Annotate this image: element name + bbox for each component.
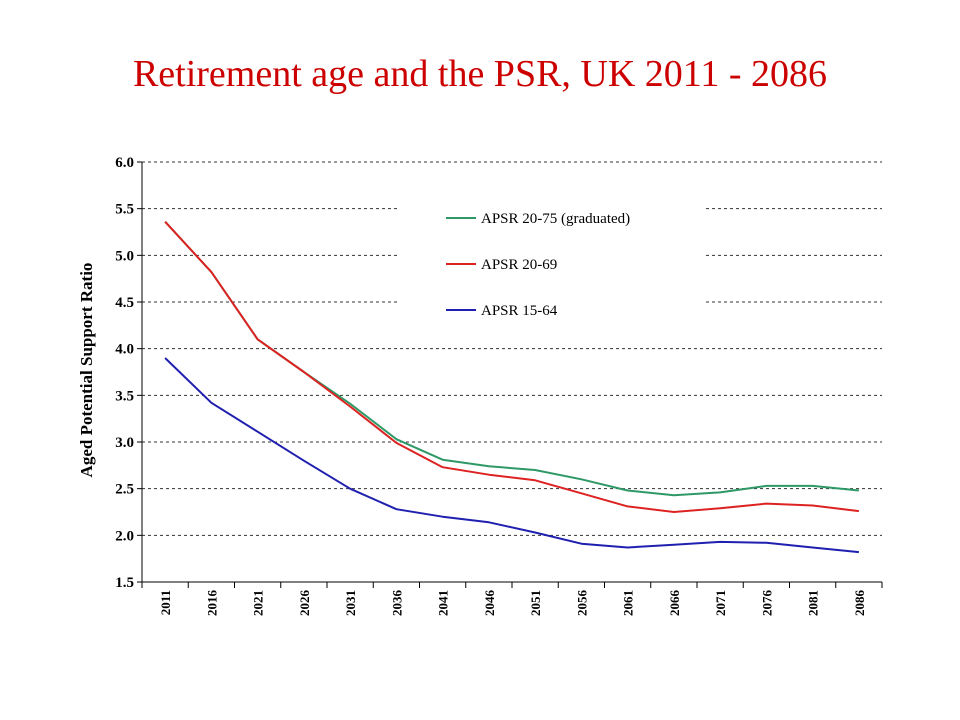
y-tick-label: 4.5 bbox=[115, 295, 134, 311]
legend-box bbox=[398, 196, 706, 320]
x-tick-label: 2056 bbox=[574, 590, 589, 617]
y-tick-label: 4.0 bbox=[115, 342, 134, 358]
y-tick-label: 5.0 bbox=[115, 248, 134, 264]
x-tick-label: 2046 bbox=[482, 590, 497, 617]
y-tick-label: 3.5 bbox=[115, 388, 134, 404]
x-tick-label: 2086 bbox=[852, 590, 867, 617]
x-tick-label: 2021 bbox=[251, 590, 266, 616]
x-tick-label: 2041 bbox=[436, 590, 451, 616]
tick-labels: 6.0 5.5 5.0 4.5 4.0 3.5 3.0 2.5 2.0 1.5 2011 2016 20… bbox=[115, 155, 867, 616]
slide-title: Retirement age and the PSR, UK 2011 - 20… bbox=[132, 53, 828, 95]
series-lines bbox=[164, 221, 860, 554]
x-tick-label: 2016 bbox=[204, 590, 219, 617]
legend-label: APSR 15-64 bbox=[481, 303, 558, 319]
x-tick-label: 2076 bbox=[759, 590, 774, 617]
series-line bbox=[164, 221, 860, 513]
x-tick-label: 2031 bbox=[343, 590, 358, 616]
x-tick-label: 2081 bbox=[806, 590, 821, 616]
x-tick-label: 2036 bbox=[389, 590, 404, 617]
y-tick-label: 3.0 bbox=[115, 435, 134, 451]
axes bbox=[137, 161, 883, 588]
legend-label: APSR 20-69 bbox=[481, 257, 557, 273]
y-tick-label: 1.5 bbox=[115, 575, 134, 591]
x-tick-label: 2061 bbox=[621, 590, 636, 616]
y-tick-label: 5.5 bbox=[115, 202, 134, 218]
x-tick-label: 2011 bbox=[158, 590, 173, 615]
y-tick-label: 6.0 bbox=[115, 155, 134, 171]
x-tick-label: 2071 bbox=[713, 590, 728, 616]
y-tick-label: 2.5 bbox=[115, 482, 134, 498]
series-line bbox=[164, 357, 859, 554]
x-tick-label: 2066 bbox=[667, 590, 682, 617]
x-tick-label: 2051 bbox=[528, 590, 543, 616]
legend-label: APSR 20-75 (graduated) bbox=[481, 211, 630, 227]
y-tick-label: 2.0 bbox=[115, 528, 134, 544]
y-axis-label: Aged Potential Support Ratio bbox=[77, 263, 96, 478]
legend: APSR 20-75 (graduated) APSR 20-69 APSR 15-… bbox=[398, 196, 706, 320]
x-tick-label: 2026 bbox=[297, 590, 312, 617]
